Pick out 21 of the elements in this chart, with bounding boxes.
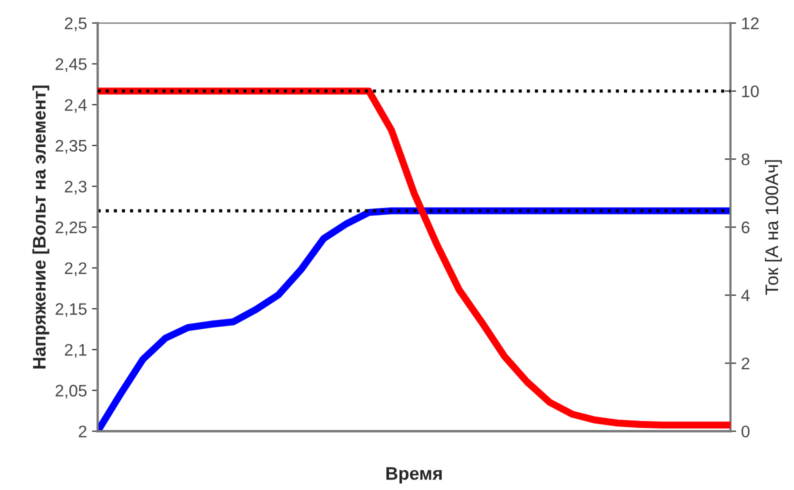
y-tick-label: 2,3 xyxy=(64,180,87,194)
y2-tick-label: 8 xyxy=(742,153,750,166)
y-tick-label: 2,5 xyxy=(64,17,87,32)
y-axis-title: Напряжение [Вольт на элемент] xyxy=(32,86,50,368)
y-tick-label: 2,35 xyxy=(56,140,87,154)
y-tick-label: 2,45 xyxy=(56,58,87,72)
y-tick-label: 2 xyxy=(78,426,86,438)
y2-tick-label: 2 xyxy=(742,358,750,370)
y2-tick-label: 4 xyxy=(741,290,750,302)
y2-tick-label: 10 xyxy=(742,85,759,98)
y2-tick-label: 6 xyxy=(742,222,750,234)
y2-tick-label: 12 xyxy=(742,17,759,30)
x-axis-title: Время xyxy=(386,467,442,484)
y-tick-label: 2,1 xyxy=(64,344,86,358)
y-tick-label: 2,25 xyxy=(56,222,87,236)
y2-axis-title: Ток [А на 100Ач] xyxy=(764,160,782,295)
y-tick-label: 2,05 xyxy=(56,384,87,399)
y-tick-label: 2,15 xyxy=(56,303,87,317)
y-tick-label: 2,2 xyxy=(64,262,86,276)
y2-tick-label: 0 xyxy=(742,426,750,438)
y-tick-label: 2,4 xyxy=(64,99,87,113)
